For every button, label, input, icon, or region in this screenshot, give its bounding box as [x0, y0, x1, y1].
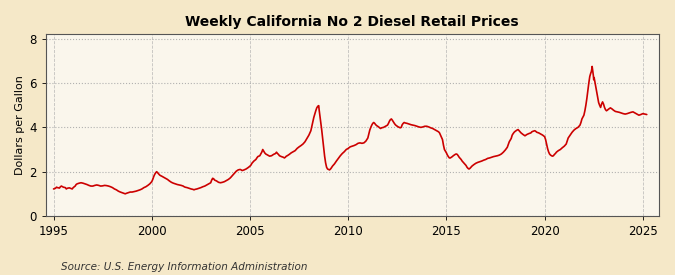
Text: Source: U.S. Energy Information Administration: Source: U.S. Energy Information Administ… — [61, 262, 307, 272]
Y-axis label: Dollars per Gallon: Dollars per Gallon — [15, 75, 25, 175]
Title: Weekly California No 2 Diesel Retail Prices: Weekly California No 2 Diesel Retail Pri… — [186, 15, 519, 29]
